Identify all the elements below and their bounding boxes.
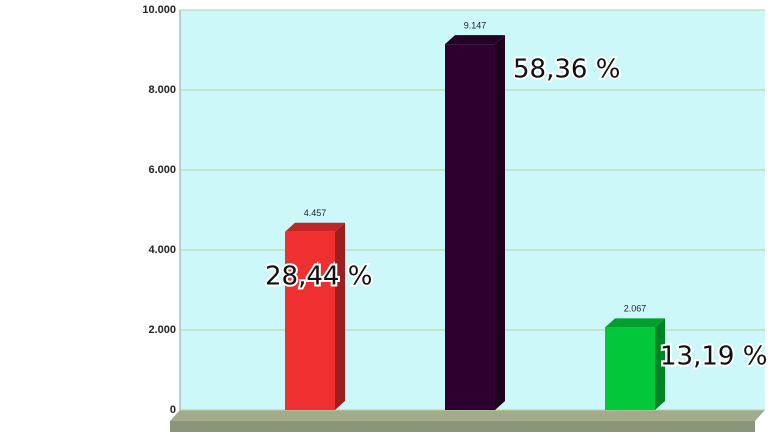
y-tick-label: 2.000: [148, 324, 176, 336]
percent-annotation: 58,36 %: [513, 55, 620, 85]
y-tick-label: 4.000: [148, 244, 176, 256]
bar-top: [285, 222, 345, 232]
floor: [170, 410, 765, 421]
bar-top: [605, 318, 665, 328]
y-tick-label: 8.000: [148, 84, 176, 96]
y-tick-label: 6.000: [148, 164, 176, 176]
bar-side: [495, 35, 505, 411]
bar-top: [445, 35, 505, 45]
y-tick-label: 10.000: [142, 4, 176, 16]
floor-front: [170, 421, 755, 432]
value-label: 9.147: [464, 20, 487, 30]
y-tick-label: 0: [170, 404, 176, 416]
percent-annotation: 28,44 %: [265, 262, 372, 292]
bar-side: [335, 222, 345, 410]
bar: [285, 231, 335, 410]
bar: [605, 327, 655, 410]
bar-side: [655, 318, 665, 410]
bar: [445, 44, 495, 411]
value-label: 4.457: [304, 208, 327, 218]
value-label: 2.067: [624, 304, 647, 314]
percent-annotation: 13,19 %: [660, 342, 767, 372]
